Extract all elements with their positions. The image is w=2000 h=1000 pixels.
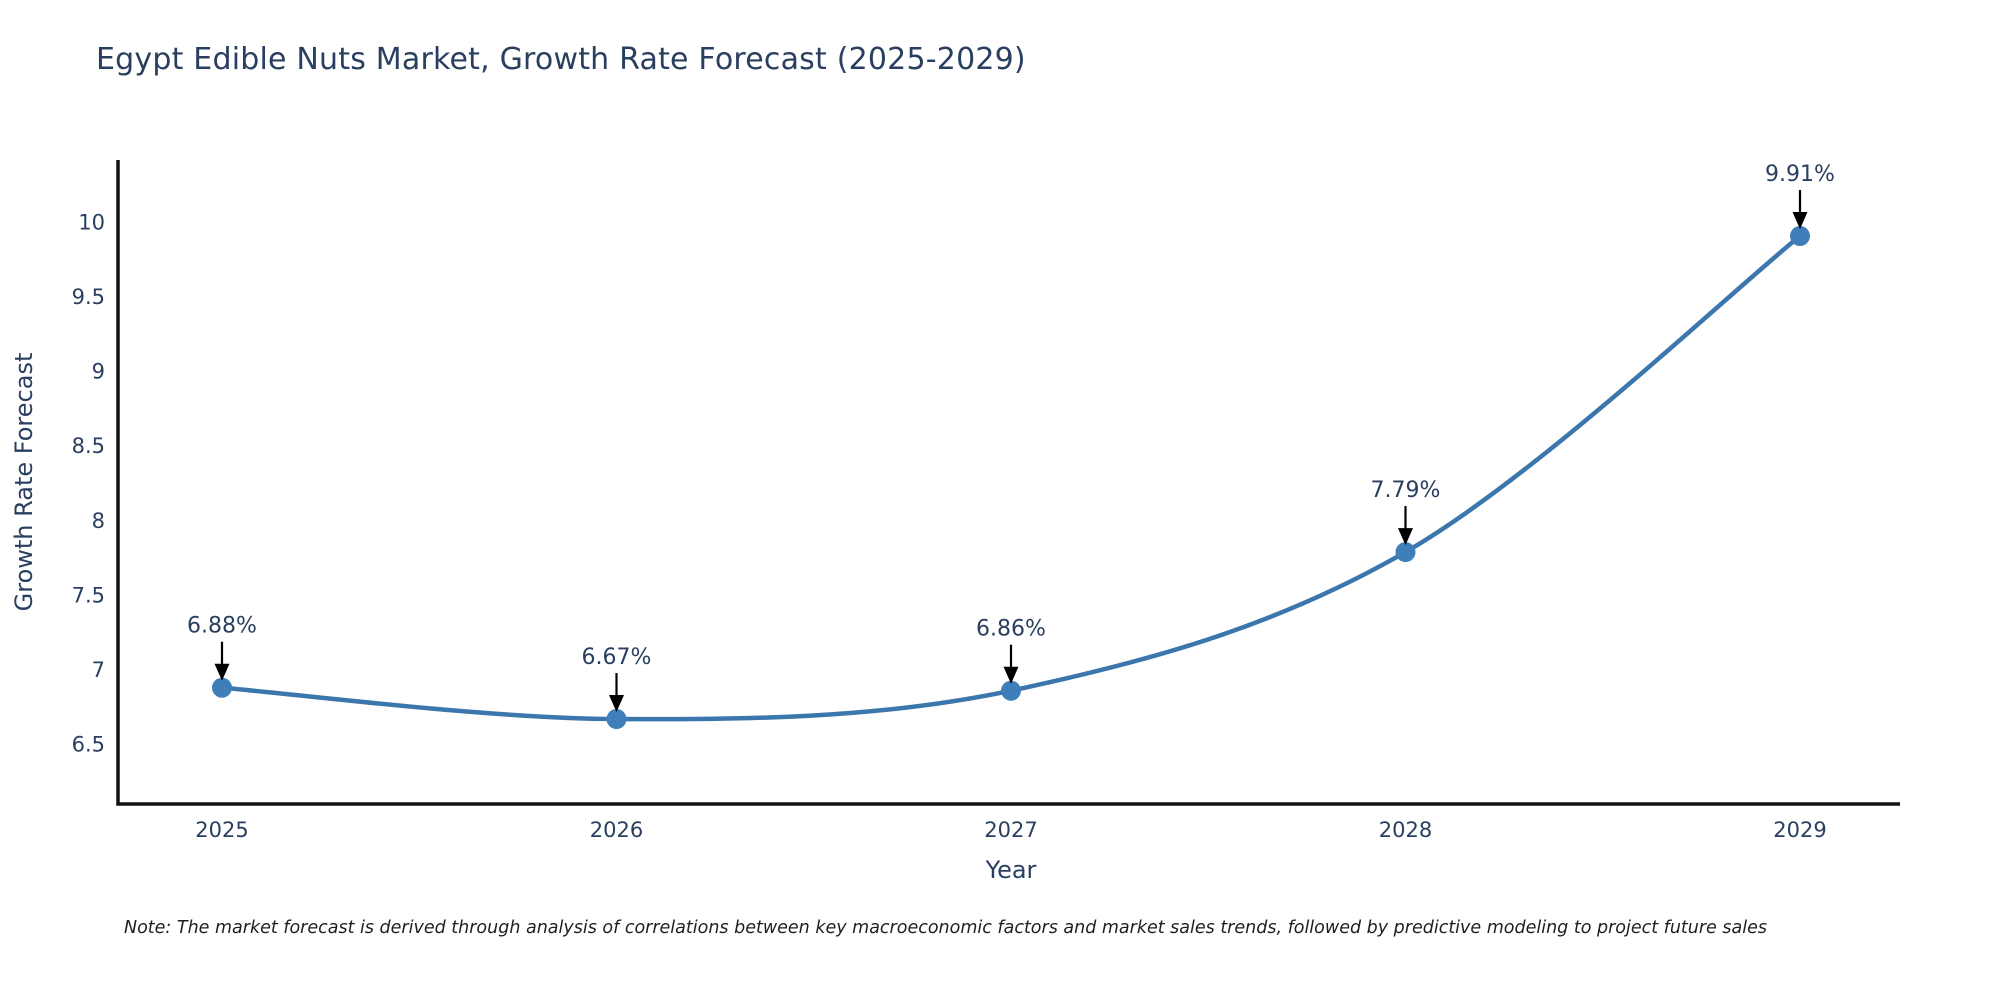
- x-tick-label: 2027: [984, 818, 1037, 842]
- data-point-marker: [606, 709, 627, 730]
- y-tick-label: 7: [92, 658, 105, 682]
- annotation-arrowhead: [1792, 212, 1808, 230]
- x-tick-label: 2025: [195, 818, 248, 842]
- point-value-label: 9.91%: [1765, 162, 1835, 187]
- y-tick-label: 10: [78, 211, 105, 235]
- data-point-marker: [1395, 542, 1416, 563]
- axis-spines: [116, 160, 1900, 806]
- y-tick-label: 9: [92, 360, 105, 384]
- series-line: [219, 233, 1803, 722]
- y-tick-label: 7.5: [72, 583, 105, 607]
- x-tick-label: 2028: [1379, 818, 1432, 842]
- chart-footnote: Note: The market forecast is derived thr…: [124, 918, 1767, 938]
- y-axis-title: Growth Rate Forecast: [10, 353, 38, 612]
- y-tick-label: 9.5: [72, 285, 105, 309]
- point-value-label: 6.67%: [582, 645, 652, 670]
- y-tick-label: 8: [92, 509, 105, 533]
- chart-title: Egypt Edible Nuts Market, Growth Rate Fo…: [96, 42, 1026, 77]
- x-tick-label: 2026: [590, 818, 643, 842]
- point-value-label: 7.79%: [1371, 478, 1441, 503]
- annotation-arrowhead: [609, 695, 624, 713]
- point-value-label: 6.88%: [187, 614, 257, 639]
- data-point-marker: [1001, 680, 1021, 701]
- x-axis-title: Year: [985, 856, 1037, 884]
- annotation-arrowhead: [214, 663, 230, 681]
- annotation-arrowhead: [1003, 666, 1019, 684]
- x-tick-label: 2029: [1773, 818, 1826, 842]
- annotation-arrowhead: [1398, 528, 1413, 546]
- data-point-marker: [212, 677, 232, 698]
- data-point-marker: [1790, 226, 1810, 247]
- point-value-label: 6.86%: [976, 617, 1046, 642]
- y-tick-label: 6.5: [72, 732, 105, 756]
- y-tick-label: 8.5: [72, 434, 105, 458]
